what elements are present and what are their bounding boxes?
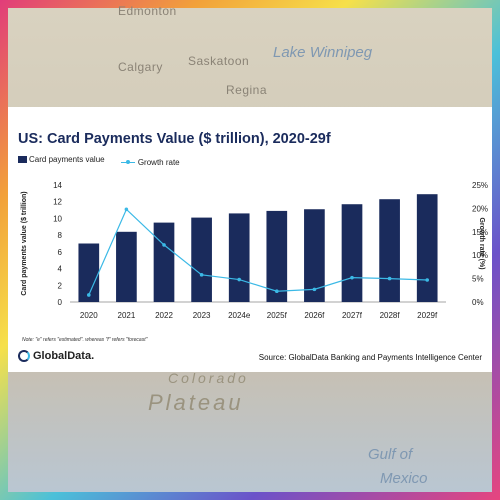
y2-tick-label: 25% [472,181,488,190]
x-tick-label: 2025f [267,311,288,320]
growth-point-2029f [425,278,430,282]
map-label-mexico: Mexico [380,470,428,487]
legend-item-line: Growth rate [120,157,180,167]
y-tick-label: 8 [58,231,63,240]
map-label-edmonton: Edmonton [118,4,177,18]
growth-point-2023 [199,273,204,277]
y-tick-label: 6 [58,248,63,257]
x-tick-label: 2029f [417,311,438,320]
globaldata-logo-icon [18,350,30,362]
y2-tick-label: 5% [472,275,484,284]
chart-legend: Card payments value Growth rate [18,155,194,167]
globaldata-logo: GlobalData. [18,350,94,362]
map-label-regina: Regina [226,83,268,97]
bar-2028f [379,199,400,302]
bar-2022 [153,222,175,302]
growth-point-2020 [87,293,91,297]
growth-point-2028f [387,276,392,281]
bar-2026f [304,209,325,302]
bar-2029f [416,194,438,302]
bar-2027f [341,204,363,302]
bar-2025f [266,210,288,302]
chart-footer: GlobalData. Source: GlobalData Banking a… [8,341,492,372]
growth-point-2027f [350,275,354,280]
y-tick-label: 0 [58,298,63,307]
chart-title: US: Card Payments Value ($ trillion), 20… [18,131,331,147]
map-label-gulf-of: Gulf of [368,446,413,463]
y-tick-label: 4 [58,265,63,274]
y-tick-label: 12 [53,198,62,207]
y2-tick-label: 15% [472,228,488,237]
bar-2023 [191,217,212,302]
y2-tick-label: 10% [472,251,488,260]
chart-plot: 0 2 4 6 8 10 12 14 0% 5% 10% 15% 20% 25% Card payments… [21,181,488,320]
map-label-plateau: Plateau [148,390,244,415]
y2-tick-label: 20% [472,204,488,213]
legend-label-bars: Card payments value [29,155,105,164]
bar-2021 [116,231,137,302]
y-tick-label: 2 [58,281,63,290]
y-axis-title: Card payments value ($ trillion) [21,191,28,295]
x-tick-label: 2024e [228,311,251,320]
growth-point-2026f [312,287,317,292]
x-tick-label: 2027f [342,311,363,320]
chart-note: Note: "e" refers "estimated", whereas "f… [22,337,148,343]
x-tick-label: 2026f [304,311,325,320]
bar-2024e [228,213,250,302]
map-label-calgary: Calgary [118,60,163,74]
map-label-saskatoon: Saskatoon [188,54,250,68]
logo-text: GlobalData. [33,350,95,362]
map-label-colorado: Colorado [168,370,249,386]
chart-card: US: Card Payments Value ($ trillion), 20… [8,107,492,372]
growth-point-2025f [275,289,279,294]
growth-point-2022 [162,243,166,247]
y-tick-label: 14 [53,181,62,190]
x-tick-label: 2023 [193,311,211,320]
legend-bar-swatch [18,156,27,163]
legend-line-swatch [120,160,135,164]
growth-point-2021 [124,207,129,212]
y-tick-label: 10 [53,214,62,223]
map-label-lake-winnipeg: Lake Winnipeg [273,44,373,61]
x-tick-label: 2021 [118,311,136,320]
x-tick-label: 2028f [380,311,401,320]
growth-rate-line [88,208,428,296]
bar-2020 [78,243,100,302]
y2-axis-title: Growth rate (%) [478,217,485,269]
growth-point-2024e [237,277,241,282]
source-text: Source: GlobalData Banking and Payments … [258,353,482,362]
legend-item-bars: Card payments value [18,155,105,164]
x-tick-label: 2020 [80,311,98,320]
x-tick-label: 2022 [155,311,173,320]
legend-label-line: Growth rate [137,157,180,167]
y2-tick-label: 0% [472,298,484,307]
